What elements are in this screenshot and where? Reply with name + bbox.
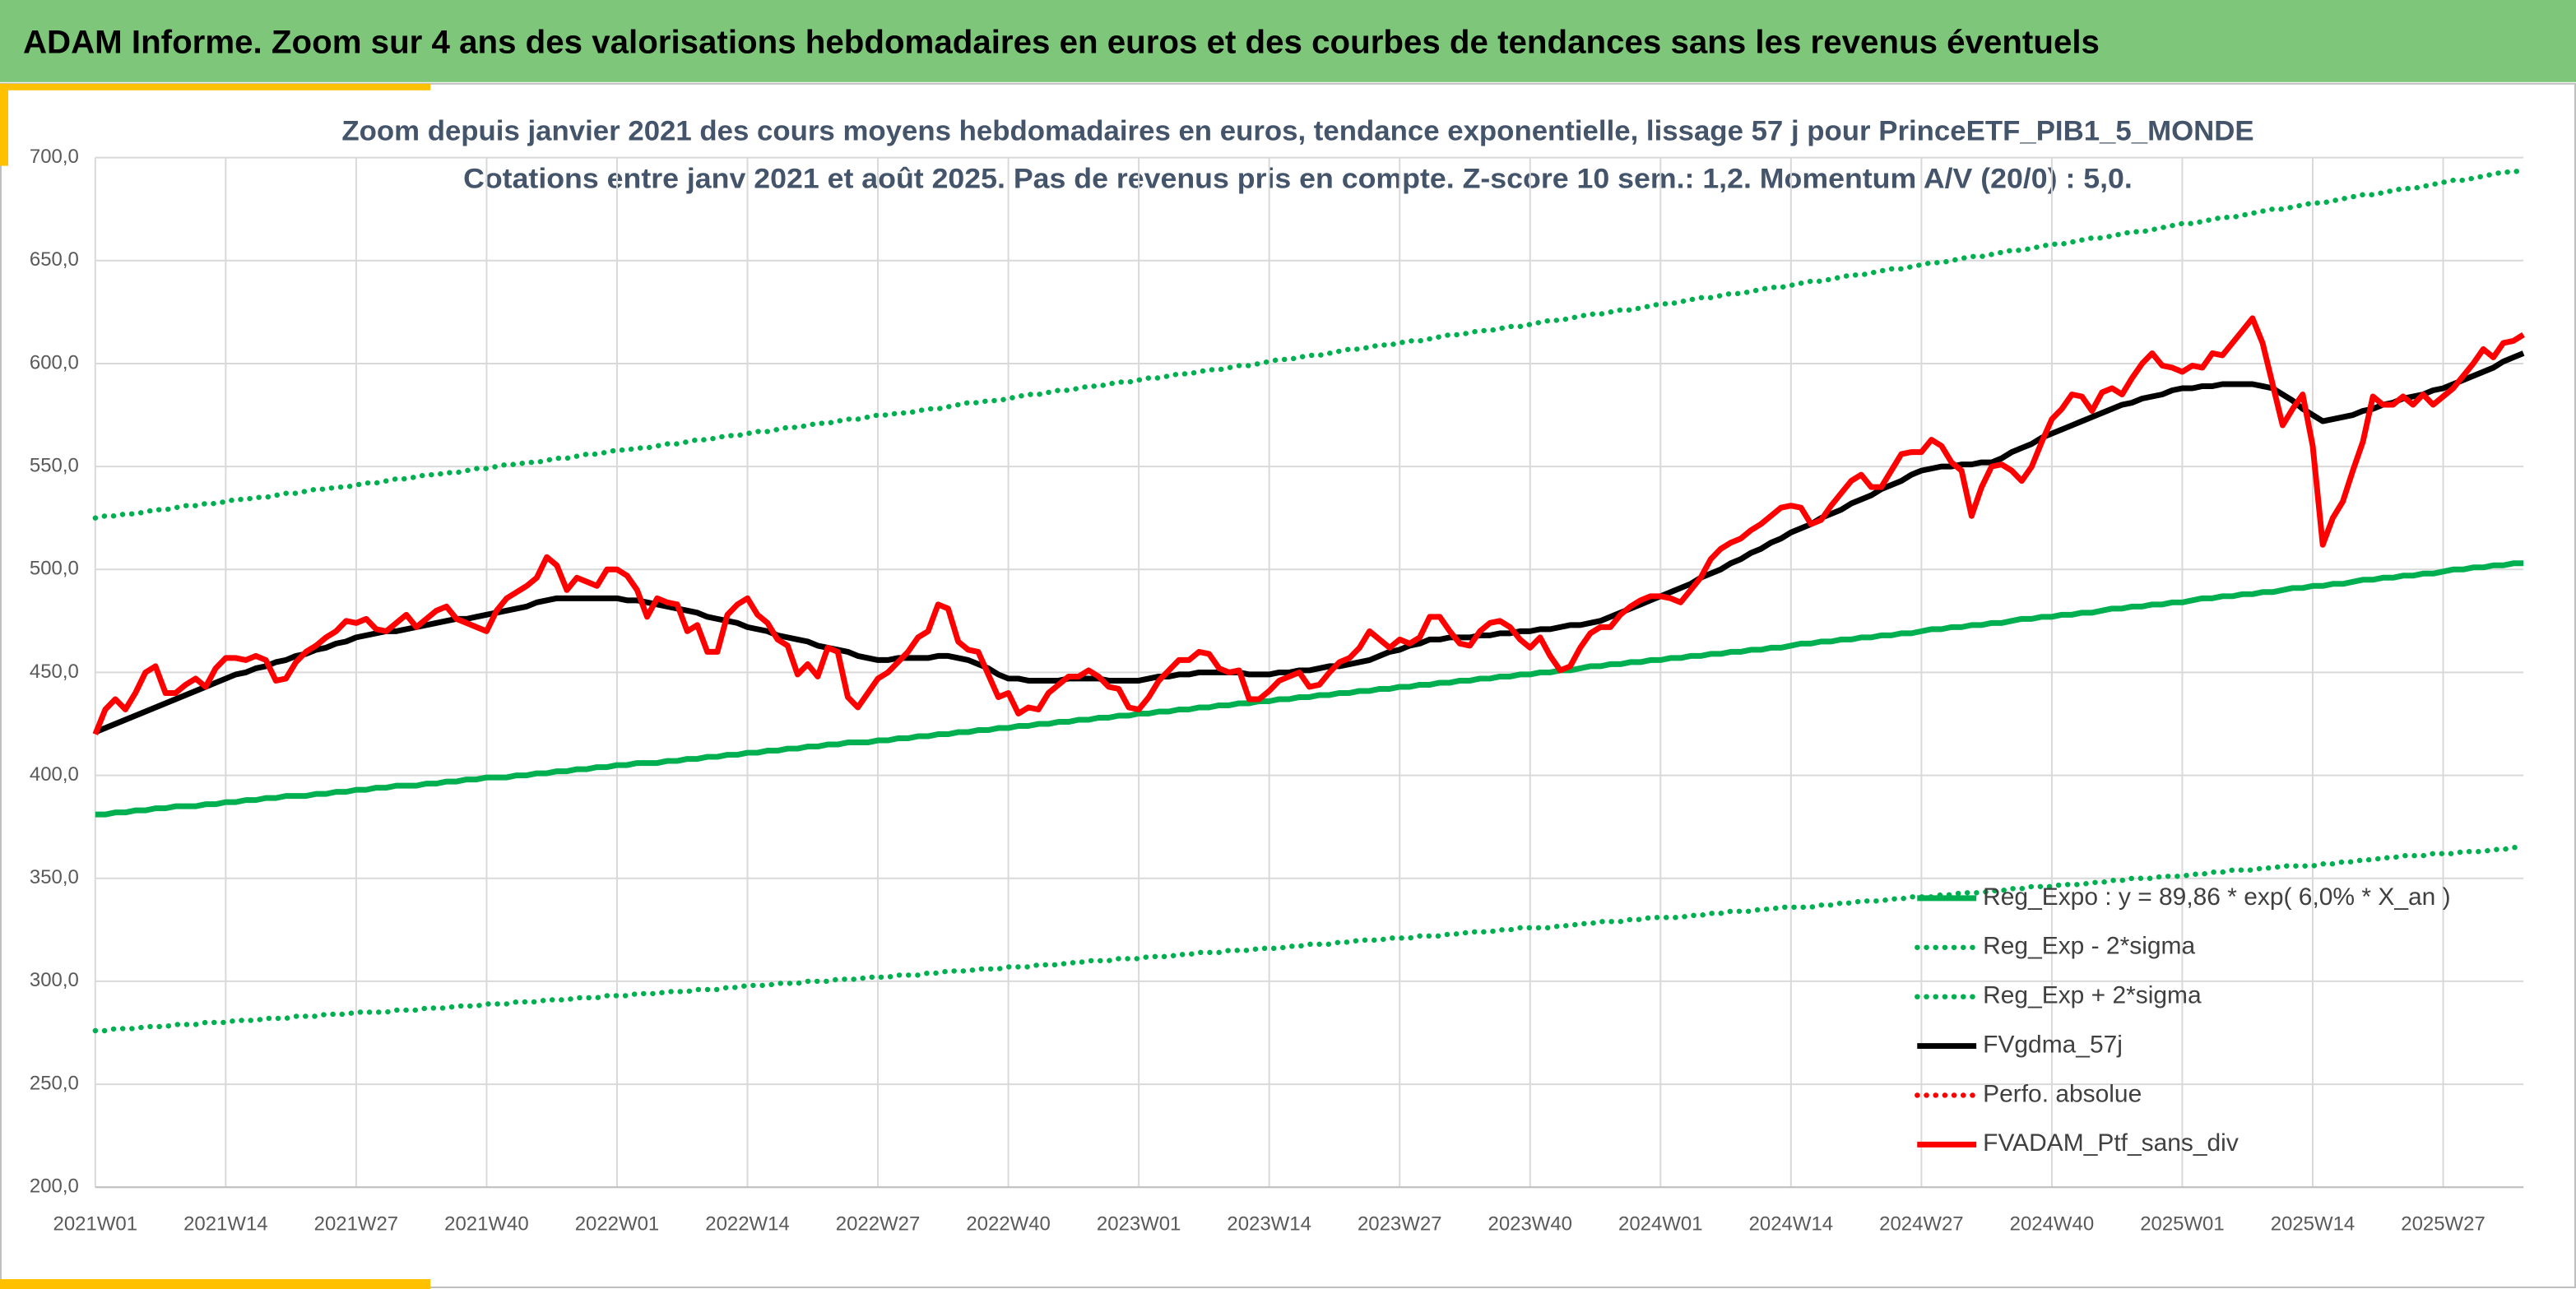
x-tick-label: 2024W27 xyxy=(1879,1212,1964,1235)
legend-label: Perfo. absolue xyxy=(1983,1080,2142,1107)
legend-label: Reg_Exp - 2*sigma xyxy=(1983,933,2195,960)
series-line xyxy=(92,315,2525,735)
y-tick-label: 650,0 xyxy=(30,248,79,271)
y-tick-label: 400,0 xyxy=(30,763,79,786)
x-tick-label: 2022W01 xyxy=(575,1212,660,1235)
x-tick-label: 2023W27 xyxy=(1358,1212,1442,1235)
x-tick-label: 2022W40 xyxy=(966,1212,1051,1235)
x-tick-label: 2022W14 xyxy=(705,1212,790,1235)
x-tick-label: 2023W01 xyxy=(1097,1212,1181,1235)
x-tick-label: 2024W01 xyxy=(1618,1212,1703,1235)
legend-label: FVADAM_Ptf_sans_div xyxy=(1983,1129,2239,1157)
y-tick-label: 500,0 xyxy=(30,558,79,580)
y-tick-label: 700,0 xyxy=(30,146,79,168)
legend-label: FVgdma_57j xyxy=(1983,1031,2123,1058)
series-line xyxy=(95,560,2524,818)
x-tick-label: 2021W27 xyxy=(314,1212,399,1235)
x-tick-label: 2021W40 xyxy=(444,1212,529,1235)
accent xyxy=(0,83,431,90)
series-line xyxy=(92,845,2527,1034)
x-tick-label: 2025W01 xyxy=(2140,1212,2225,1235)
x-tick-label: 2025W14 xyxy=(2271,1212,2356,1235)
series-line xyxy=(92,167,2527,521)
accent xyxy=(0,83,8,166)
chart-title: Zoom depuis janvier 2021 des cours moyen… xyxy=(341,116,2253,147)
x-tick-label: 2025W27 xyxy=(2401,1212,2485,1235)
y-tick-label: 600,0 xyxy=(30,351,79,373)
x-tick-label: 2022W27 xyxy=(836,1212,921,1235)
x-tick-label: 2021W01 xyxy=(53,1212,138,1235)
x-tick-label: 2024W14 xyxy=(1749,1212,1834,1235)
y-tick-label: 550,0 xyxy=(30,454,79,476)
x-tick-label: 2024W40 xyxy=(2010,1212,2095,1235)
header-title: ADAM Informe. Zoom sur 4 ans des valoris… xyxy=(23,24,2100,60)
chart-border xyxy=(0,82,2576,1289)
y-tick-label: 300,0 xyxy=(30,969,79,991)
y-tick-label: 450,0 xyxy=(30,661,79,683)
accent xyxy=(0,1279,431,1289)
x-tick-label: 2023W40 xyxy=(1488,1212,1573,1235)
x-tick-label: 2023W14 xyxy=(1227,1212,1311,1235)
series-line xyxy=(94,350,2525,735)
legend-label: Reg_Expo : y = 89,86 * exp( 6,0% * X_an … xyxy=(1983,883,2450,911)
y-tick-label: 250,0 xyxy=(30,1072,79,1094)
x-tick-label: 2021W14 xyxy=(183,1212,268,1235)
y-tick-label: 350,0 xyxy=(30,866,79,888)
chart-subtitle: Cotations entre janv 2021 et août 2025. … xyxy=(463,164,2133,195)
y-tick-label: 200,0 xyxy=(30,1175,79,1198)
header-bar xyxy=(0,0,2576,82)
legend-label: Reg_Exp + 2*sigma xyxy=(1983,982,2202,1009)
